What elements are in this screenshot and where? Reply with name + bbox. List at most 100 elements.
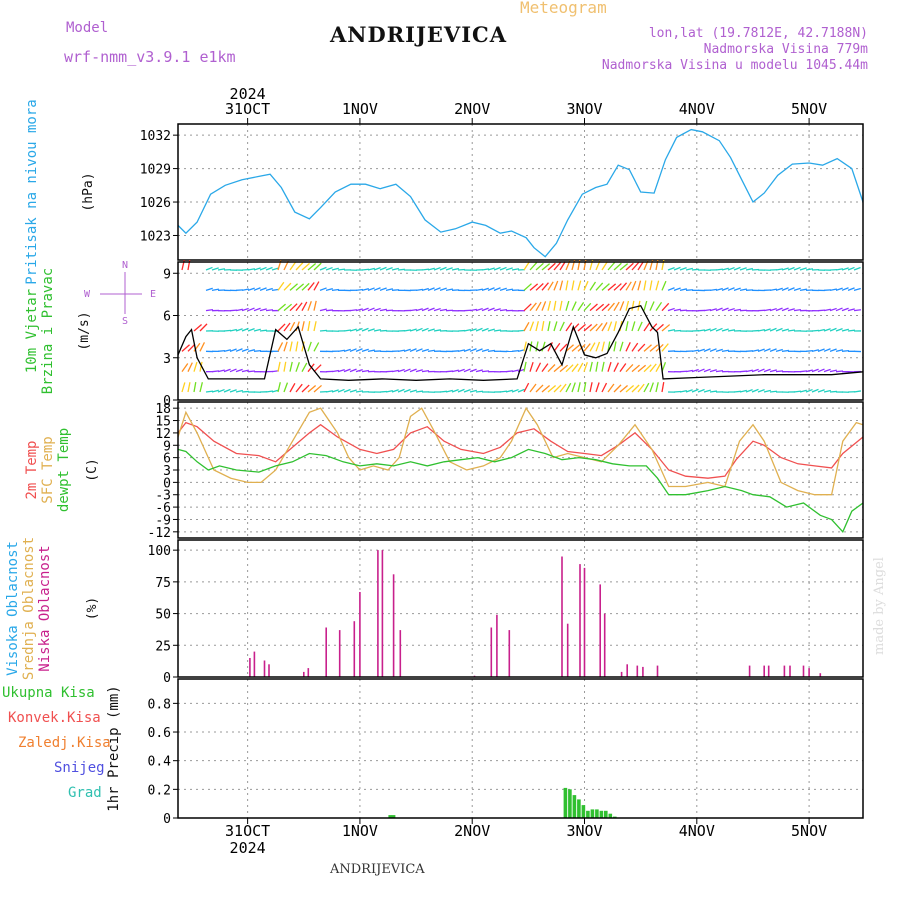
- compass-south: S: [122, 316, 128, 327]
- cloud-bar: [338, 630, 341, 677]
- precip-bar: [590, 809, 595, 818]
- wind-barb: [553, 300, 557, 311]
- wind-barb: [607, 302, 615, 312]
- wind-barb: [211, 267, 219, 271]
- wind-barb: [541, 282, 549, 291]
- wind-barb: [295, 302, 303, 312]
- y-tick-label: 100: [148, 544, 171, 559]
- wind-barb: [325, 390, 334, 393]
- y-tick-label: 0: [163, 476, 171, 491]
- wind-barb: [703, 348, 711, 352]
- wind-barb: [217, 388, 225, 393]
- wind-barb: [433, 307, 441, 312]
- wind-barb: [553, 342, 561, 352]
- y-tick-label: 18: [155, 402, 171, 417]
- wind-barb: [361, 287, 369, 291]
- cloud-bar: [579, 564, 581, 677]
- wind-barb: [373, 328, 381, 332]
- wind-barb: [373, 307, 381, 312]
- wind-barb: [523, 361, 527, 372]
- wind-barb: [589, 281, 597, 291]
- wind-barb: [355, 368, 363, 373]
- wind-barb: [445, 267, 453, 271]
- wind-barb: [763, 389, 771, 393]
- wind-barb: [367, 349, 376, 352]
- wind-barb: [739, 389, 747, 393]
- wind-barb: [631, 384, 640, 393]
- wind-barb: [349, 348, 357, 352]
- wind-barb: [763, 308, 772, 312]
- wind-barb: [835, 307, 843, 312]
- wind-barb: [619, 341, 624, 352]
- wind-barb: [385, 267, 393, 271]
- wind-barb: [241, 369, 249, 373]
- wind-barb: [331, 267, 339, 271]
- wind-barb: [361, 327, 369, 332]
- wind-barb: [397, 388, 405, 393]
- wind-barb: [505, 370, 514, 373]
- compass-north: N: [122, 260, 128, 271]
- wind-barb: [259, 308, 267, 312]
- y-tick-label: -9: [155, 513, 171, 528]
- wind-barb: [517, 388, 525, 393]
- wind-barb: [571, 301, 577, 311]
- wind-barb: [193, 382, 197, 393]
- wind-barb: [535, 362, 542, 372]
- wind-barb: [805, 268, 814, 271]
- wind-barb: [817, 368, 825, 373]
- wind-barb: [523, 341, 527, 352]
- wind-barb: [643, 280, 647, 291]
- wind-barb: [847, 329, 856, 332]
- y-tick-label: 0: [163, 394, 171, 409]
- precip-bar: [563, 787, 568, 818]
- wind-barb: [547, 342, 553, 352]
- top-day-label: 3NOV: [566, 100, 602, 118]
- wind-barb: [727, 307, 735, 312]
- wind-barb: [505, 288, 514, 291]
- wind-barb: [511, 388, 519, 393]
- wind-barb: [211, 288, 220, 291]
- wind-barb: [529, 302, 537, 312]
- wind-barb: [751, 388, 759, 393]
- precip-legend-item: Konvek.Kisa: [8, 710, 101, 726]
- series-line: [177, 448, 864, 533]
- wind-barb: [397, 368, 405, 373]
- bottom-day-label: 1NOV: [342, 822, 378, 840]
- wind-barb: [295, 262, 304, 271]
- wind-barb: [685, 389, 693, 393]
- panel-label: Brzina i Pravac: [40, 268, 56, 394]
- wind-barb: [811, 349, 819, 352]
- wind-barb: [613, 283, 622, 291]
- cloud-bar: [508, 630, 511, 677]
- y-tick-label: 15: [155, 415, 171, 430]
- wind-barb: [583, 362, 588, 372]
- wind-barb: [601, 382, 608, 393]
- wind-barb: [547, 385, 557, 393]
- wind-barb: [673, 308, 681, 312]
- wind-barb: [793, 308, 802, 312]
- wind-barb: [625, 300, 630, 311]
- wind-barb: [649, 382, 654, 393]
- wind-barb: [487, 349, 496, 352]
- y-tick-label: 12: [155, 427, 171, 442]
- cloud-bar: [599, 584, 601, 677]
- y-tick-label: -6: [155, 501, 171, 516]
- wind-barb: [577, 323, 586, 332]
- wind-barb: [823, 328, 831, 332]
- wind-barb: [493, 308, 501, 312]
- wind-barb: [847, 308, 855, 312]
- wind-barb: [283, 361, 287, 372]
- wind-barb: [205, 390, 214, 393]
- wind-barb: [217, 349, 226, 352]
- wind-barb: [847, 287, 855, 291]
- wind-barb: [307, 263, 317, 271]
- wind-barb: [607, 383, 615, 393]
- cloud-bar: [767, 665, 770, 677]
- panel-label: Visoka Oblacnost: [5, 541, 21, 676]
- wind-barb: [679, 267, 687, 271]
- wind-barb: [349, 389, 357, 393]
- wind-barb: [415, 288, 424, 291]
- wind-barb: [775, 268, 784, 271]
- wind-barb: [547, 300, 552, 311]
- cloud-bar: [620, 671, 623, 677]
